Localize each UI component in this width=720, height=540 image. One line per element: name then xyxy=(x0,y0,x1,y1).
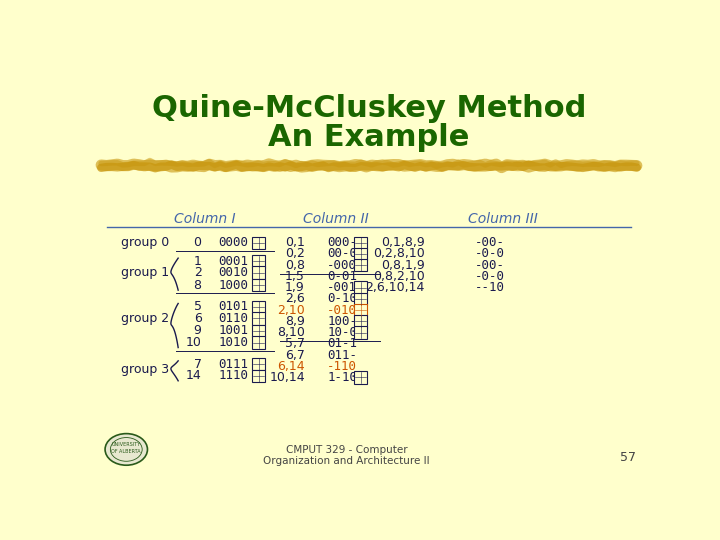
FancyBboxPatch shape xyxy=(253,279,265,292)
Text: 2,6: 2,6 xyxy=(285,292,305,306)
FancyBboxPatch shape xyxy=(354,281,366,294)
Text: 1,5: 1,5 xyxy=(285,270,305,283)
FancyBboxPatch shape xyxy=(354,371,366,384)
Text: 5: 5 xyxy=(194,300,202,313)
Text: -0-0: -0-0 xyxy=(475,247,505,260)
FancyBboxPatch shape xyxy=(253,336,265,349)
Text: 0101: 0101 xyxy=(218,300,248,313)
Text: 0001: 0001 xyxy=(218,255,248,268)
FancyBboxPatch shape xyxy=(354,304,366,316)
Text: 0110: 0110 xyxy=(218,312,248,325)
Text: 1000: 1000 xyxy=(218,279,248,292)
Text: 1001: 1001 xyxy=(218,325,248,338)
Text: 0111: 0111 xyxy=(218,357,248,370)
Text: 8: 8 xyxy=(194,279,202,292)
FancyBboxPatch shape xyxy=(253,358,265,370)
FancyBboxPatch shape xyxy=(253,325,265,337)
Text: 0,1,8,9: 0,1,8,9 xyxy=(381,237,425,249)
FancyBboxPatch shape xyxy=(253,312,265,325)
Text: -000: -000 xyxy=(327,259,357,272)
Text: 8,10: 8,10 xyxy=(277,326,305,339)
Text: 1110: 1110 xyxy=(218,369,248,382)
Text: Column I: Column I xyxy=(174,212,235,226)
FancyBboxPatch shape xyxy=(253,237,265,249)
FancyBboxPatch shape xyxy=(354,259,366,272)
Text: 000-: 000- xyxy=(327,237,357,249)
Text: 0-01: 0-01 xyxy=(327,270,357,283)
Text: 10,14: 10,14 xyxy=(269,371,305,384)
Text: OF ALBERTA: OF ALBERTA xyxy=(112,449,141,454)
Text: -0-0: -0-0 xyxy=(475,270,505,283)
FancyBboxPatch shape xyxy=(354,293,366,305)
Text: 1-10: 1-10 xyxy=(327,371,357,384)
Text: 2: 2 xyxy=(194,266,202,279)
Text: 6,14: 6,14 xyxy=(277,360,305,373)
Circle shape xyxy=(105,434,148,465)
Text: 2,10: 2,10 xyxy=(277,303,305,316)
Text: 6: 6 xyxy=(194,312,202,325)
Text: 0,8,1,9: 0,8,1,9 xyxy=(381,259,425,272)
FancyBboxPatch shape xyxy=(253,255,265,268)
Text: UNIVERSITY: UNIVERSITY xyxy=(112,442,141,447)
Text: Column II: Column II xyxy=(302,212,369,226)
Text: -110: -110 xyxy=(327,360,357,373)
Text: 1: 1 xyxy=(194,255,202,268)
Text: CMPUT 329 - Computer
Organization and Architecture II: CMPUT 329 - Computer Organization and Ar… xyxy=(264,445,430,467)
Text: -001: -001 xyxy=(327,281,357,294)
Text: 0,8,2,10: 0,8,2,10 xyxy=(373,270,425,283)
FancyBboxPatch shape xyxy=(354,237,366,249)
FancyBboxPatch shape xyxy=(253,369,265,382)
Text: 1,9: 1,9 xyxy=(285,281,305,294)
Text: 0,1: 0,1 xyxy=(285,237,305,249)
Text: -010: -010 xyxy=(327,303,357,316)
Text: group 0: group 0 xyxy=(121,237,169,249)
Text: 0-10: 0-10 xyxy=(327,292,357,306)
Text: 14: 14 xyxy=(186,369,202,382)
Text: 1010: 1010 xyxy=(218,336,248,349)
Text: 0,8: 0,8 xyxy=(285,259,305,272)
FancyBboxPatch shape xyxy=(253,266,265,279)
Text: 00-0: 00-0 xyxy=(327,247,357,260)
Text: Quine-McCluskey Method: Quine-McCluskey Method xyxy=(152,94,586,123)
Text: 0,2: 0,2 xyxy=(285,247,305,260)
Text: 10-0: 10-0 xyxy=(327,326,357,339)
Text: --10: --10 xyxy=(475,281,505,294)
Text: -00-: -00- xyxy=(475,237,505,249)
FancyBboxPatch shape xyxy=(354,248,366,260)
Text: group 2: group 2 xyxy=(121,312,168,325)
Text: 57: 57 xyxy=(621,451,636,464)
Text: group 1: group 1 xyxy=(121,266,168,279)
Text: An Example: An Example xyxy=(269,123,469,152)
Text: 0010: 0010 xyxy=(218,266,248,279)
Text: 9: 9 xyxy=(194,325,202,338)
Text: Column III: Column III xyxy=(468,212,538,226)
Text: 01-1: 01-1 xyxy=(327,338,357,350)
Text: -00-: -00- xyxy=(475,259,505,272)
Text: 6,7: 6,7 xyxy=(285,348,305,361)
Text: 0: 0 xyxy=(194,237,202,249)
Text: 7: 7 xyxy=(194,357,202,370)
FancyBboxPatch shape xyxy=(253,301,265,313)
Text: 011-: 011- xyxy=(327,348,357,361)
Text: 8,9: 8,9 xyxy=(285,315,305,328)
Text: group 3: group 3 xyxy=(121,363,168,376)
FancyBboxPatch shape xyxy=(354,326,366,339)
Text: 0,2,8,10: 0,2,8,10 xyxy=(373,247,425,260)
Text: 100-: 100- xyxy=(327,315,357,328)
Text: 2,6,10,14: 2,6,10,14 xyxy=(366,281,425,294)
Text: 0000: 0000 xyxy=(218,237,248,249)
Text: 5,7: 5,7 xyxy=(285,338,305,350)
FancyBboxPatch shape xyxy=(354,315,366,328)
Text: 10: 10 xyxy=(186,336,202,349)
